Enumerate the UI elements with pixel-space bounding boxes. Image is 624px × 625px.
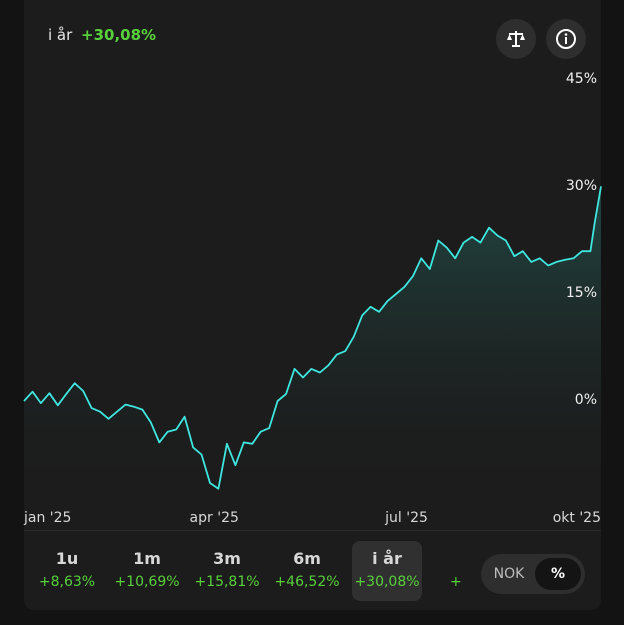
tab-change: +31, <box>450 574 462 590</box>
tab-label: 1u <box>55 549 79 568</box>
unit-toggle[interactable]: NOK % <box>481 554 585 594</box>
divider <box>24 530 601 531</box>
tab-5[interactable]: i år +30,08% <box>352 541 422 601</box>
compare-button[interactable] <box>496 19 536 59</box>
tab-label: 3m <box>213 549 241 568</box>
x-tick-label: jul '25 <box>385 510 428 526</box>
period-change: +30,08% <box>81 26 157 44</box>
toggle-option-percent[interactable]: % <box>535 558 581 590</box>
tab-6[interactable]: 1 +31, <box>432 541 462 601</box>
y-tick-label: 15% <box>565 285 597 301</box>
x-tick-label: jan '25 <box>24 510 72 526</box>
tab-label: 6m <box>293 549 321 568</box>
period-label: i år <box>48 26 73 44</box>
y-tick-label: 0% <box>574 392 597 408</box>
toggle-option-nok[interactable]: NOK <box>493 566 525 582</box>
series-line <box>23 186 602 490</box>
tab-change: +8,63% <box>38 574 96 590</box>
tab-4[interactable]: 6m +46,52% <box>272 541 342 601</box>
tab-label: i år <box>372 549 402 568</box>
tab-change: +30,08% <box>354 574 420 590</box>
x-tick-label: apr '25 <box>189 510 239 526</box>
tab-change: +10,69% <box>114 574 180 590</box>
series-area <box>24 186 601 505</box>
tab-1[interactable]: 1u +8,63% <box>32 541 102 601</box>
period-tabs: 1u +8,63% 1m +10,69% 3m +15,81% 6m +46,52% i år +… <box>24 541 462 603</box>
tab-label: 1 <box>432 549 462 568</box>
info-button[interactable] <box>546 19 586 59</box>
y-tick-label: 30% <box>565 178 597 194</box>
tab-2[interactable]: 1m +10,69% <box>112 541 182 601</box>
tab-change: +46,52% <box>274 574 340 590</box>
scale-balance-icon <box>507 31 525 47</box>
y-tick-label: 45% <box>565 71 597 87</box>
tab-3[interactable]: 3m +15,81% <box>192 541 262 601</box>
tab-change: +15,81% <box>194 574 260 590</box>
tab-label: 1m <box>133 549 161 568</box>
x-tick-label: okt '25 <box>552 510 601 526</box>
info-icon <box>556 29 576 49</box>
